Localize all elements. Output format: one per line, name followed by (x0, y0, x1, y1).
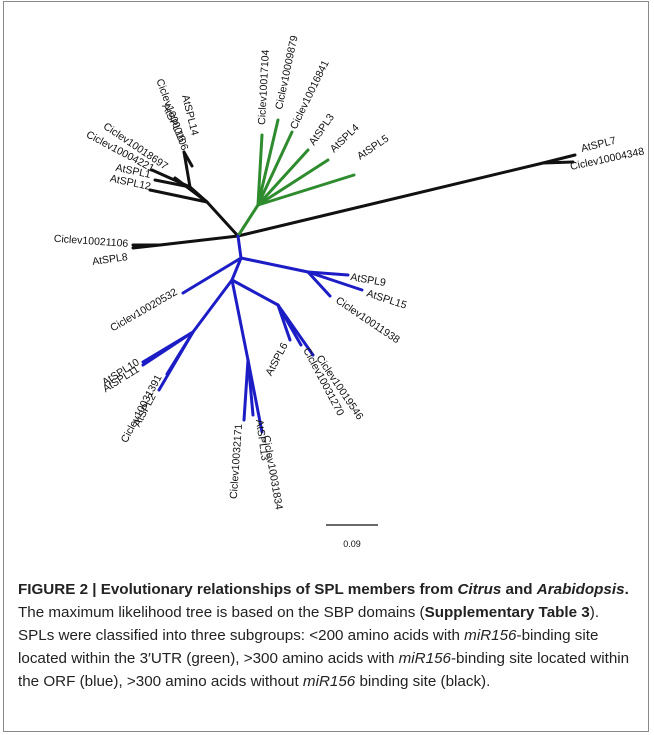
leaf-label: AtSPL13 (253, 419, 271, 462)
leaf-label: Ciclev10009879 (273, 34, 300, 110)
leaf-label: Ciclev10032171 (228, 423, 245, 499)
leaf-label: AtSPL15 (365, 287, 408, 311)
black-clade (131, 150, 577, 250)
scale-bar-label: 0.09 (343, 539, 361, 549)
caption-title: FIGURE 2 | Evolutionary relationships of… (18, 581, 629, 598)
blue-clade (141, 234, 364, 434)
leaf-label: AtSPL5 (355, 133, 391, 163)
leaf-label: Ciclev10021106 (53, 233, 128, 250)
leaf-label: Ciclev10017104 (256, 49, 272, 125)
figure-frame (3, 1, 649, 732)
leaf-label: AtSPL8 (91, 251, 128, 268)
green-clade (236, 118, 356, 238)
phylogenetic-tree: AtSPL14 Ciclev10000106 AtSPL16 Ciclev100… (53, 34, 645, 549)
leaf-label: AtSPL4 (328, 122, 362, 155)
figure-caption: FIGURE 2 | Evolutionary relationships of… (18, 581, 630, 690)
leaf-label: AtSPL6 (263, 341, 290, 378)
leaf-label: Ciclev10031834 (260, 434, 285, 510)
caption-table-ref: Supplementary Table 3 (424, 604, 590, 621)
leaf-label: Ciclev10020532 (108, 286, 179, 334)
